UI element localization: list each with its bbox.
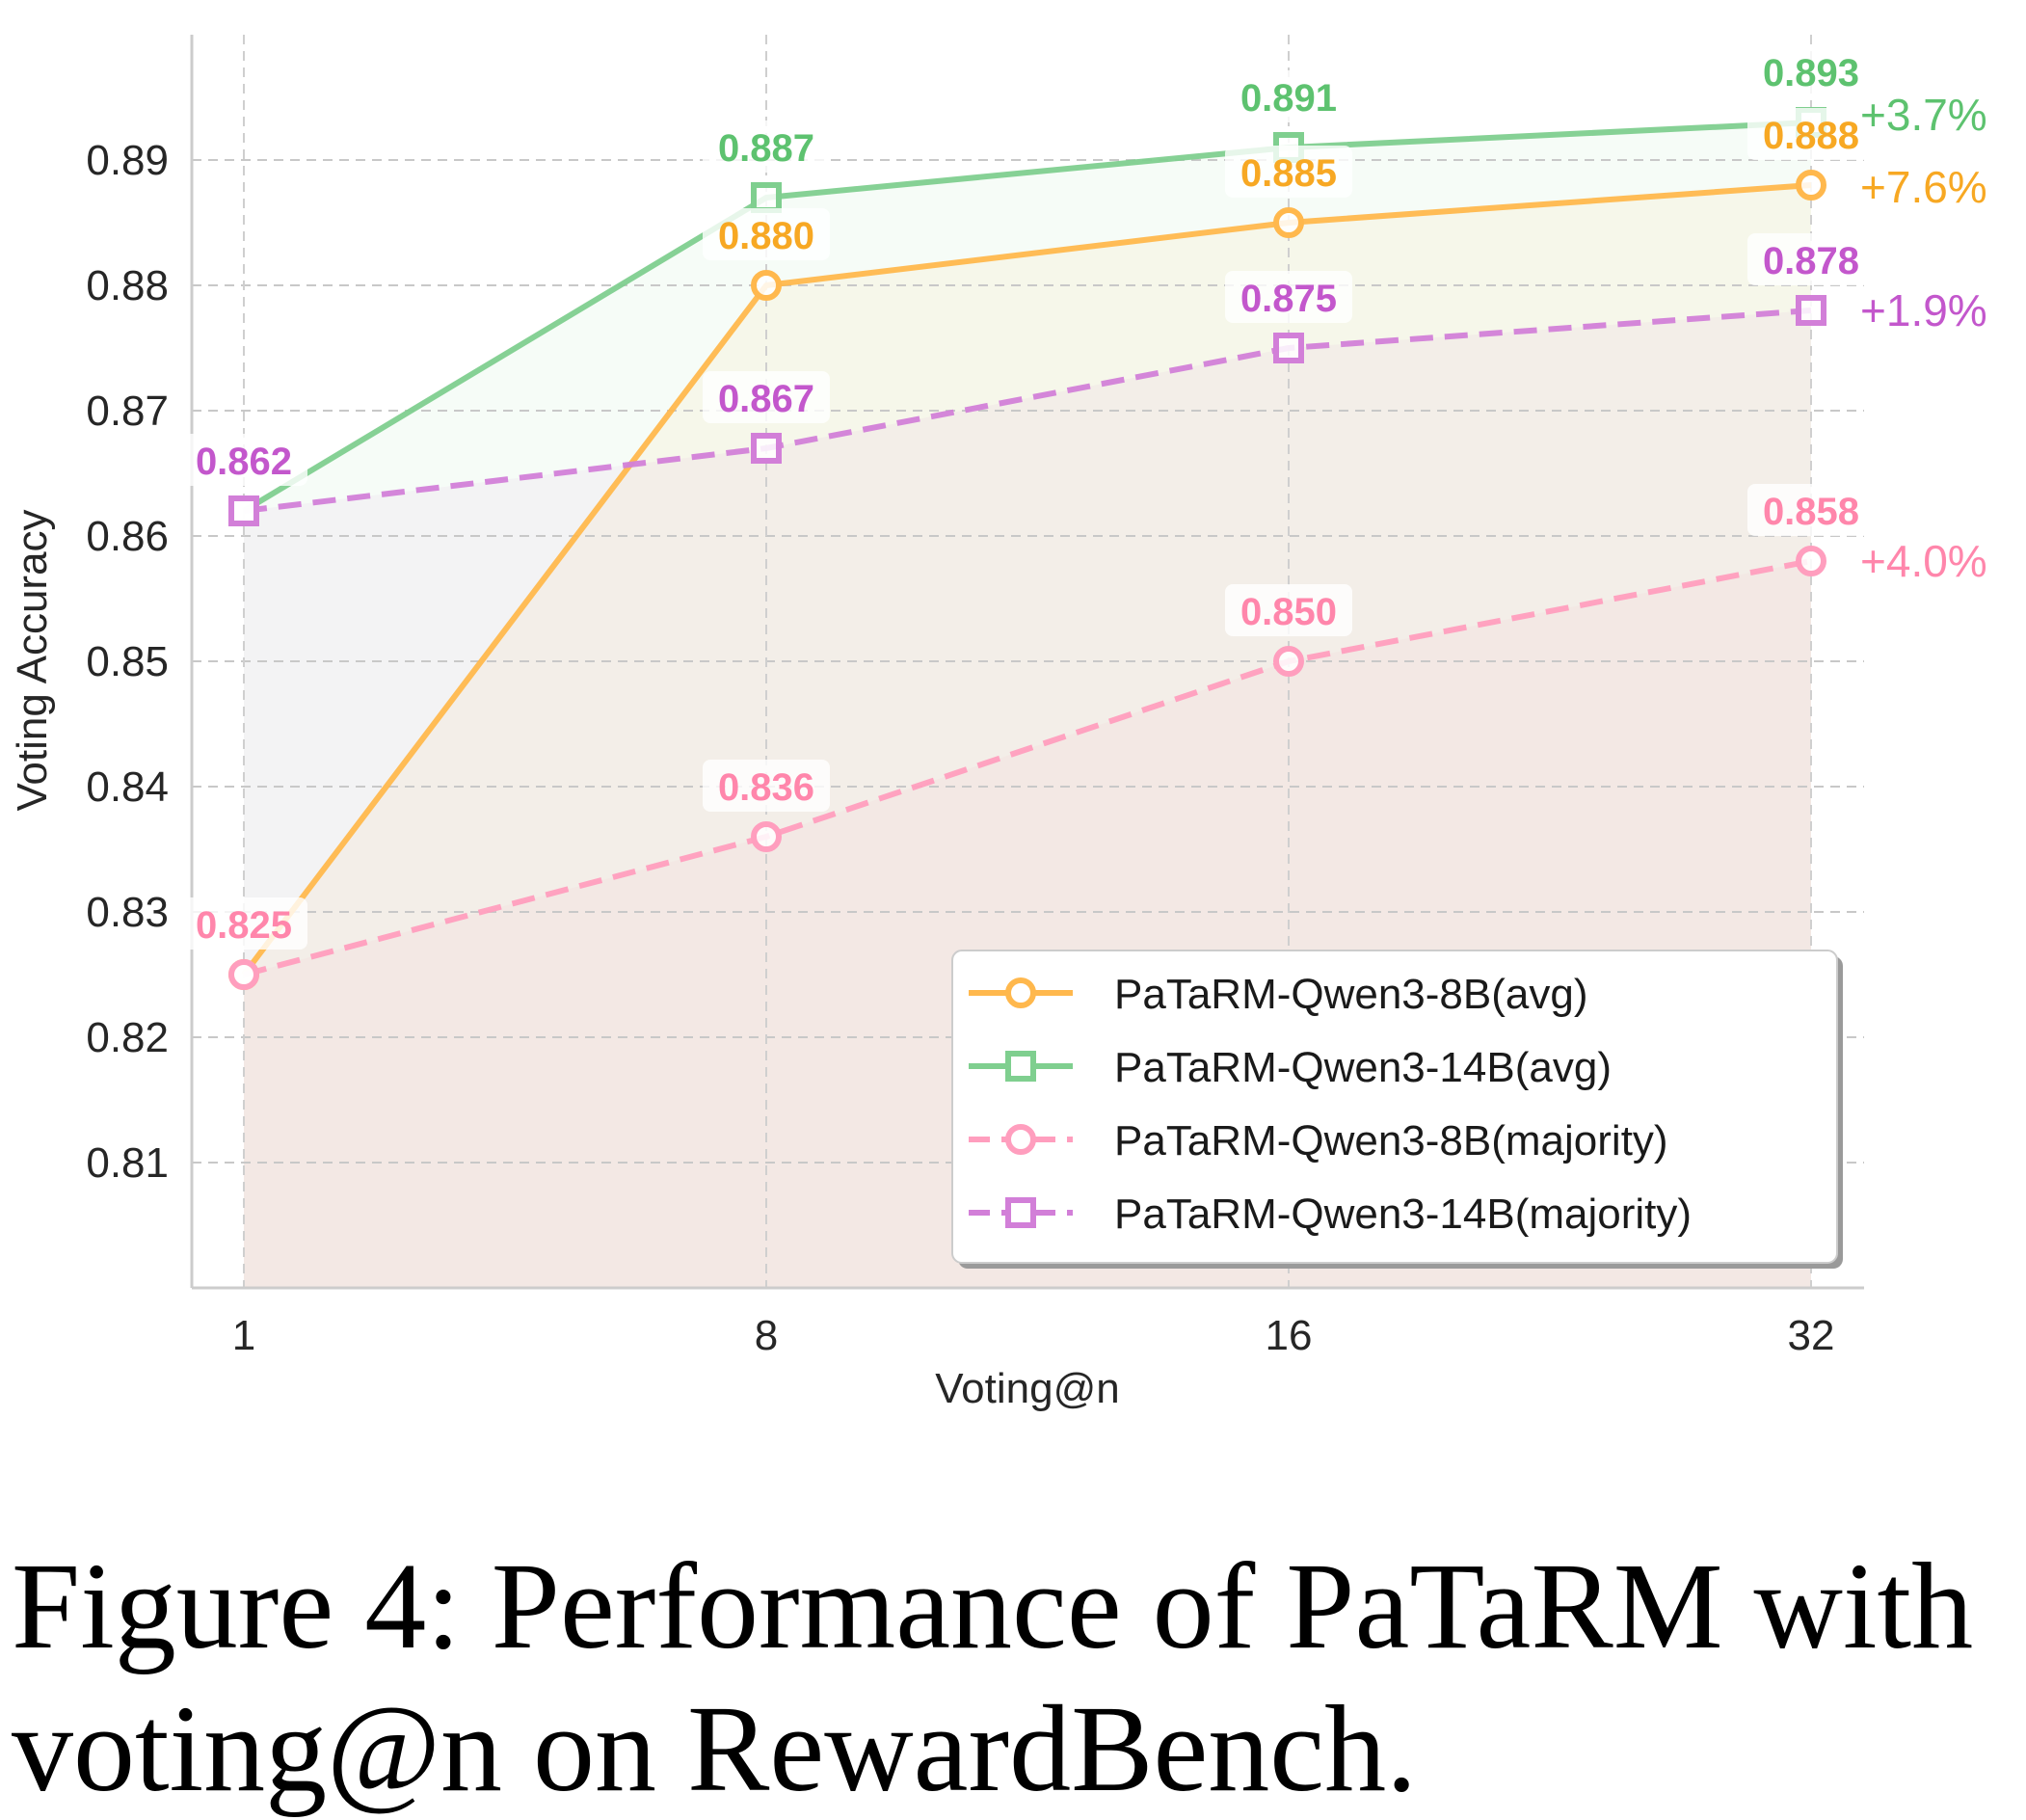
circle-marker (228, 959, 259, 990)
data-label-box (703, 208, 830, 260)
data-label-box (1747, 45, 1875, 97)
legend-circle-marker (1005, 977, 1036, 1008)
y-tick-label: 0.86 (86, 513, 169, 560)
y-tick-label: 0.87 (86, 388, 169, 435)
data-label-box (1747, 233, 1875, 285)
data-label-box (180, 897, 307, 950)
data-label: 0.862 (196, 441, 292, 483)
series-line (241, 182, 1812, 977)
legend-item: PaTaRM-Qwen3-14B(avg) (969, 1044, 1612, 1091)
y-tick-label: 0.82 (86, 1014, 169, 1061)
data-label: 0.891 (1240, 77, 1337, 120)
y-tick-label: 0.88 (86, 262, 169, 309)
y-tick-label: 0.81 (86, 1139, 169, 1187)
legend-square-marker (1005, 1051, 1036, 1082)
y-tick-label: 0.85 (86, 638, 169, 685)
circle-marker (1273, 207, 1304, 238)
square-marker (1273, 333, 1304, 363)
x-axis-title: Voting@n (935, 1365, 1119, 1412)
data-label-box (1747, 108, 1875, 160)
data-label: 0.878 (1763, 240, 1859, 282)
figure-caption-line-1: Figure 4: Performance of PaTaRM with (12, 1538, 1974, 1674)
data-label-box (703, 760, 830, 812)
data-label: 0.887 (718, 127, 814, 170)
circle-marker (1796, 546, 1826, 576)
legend-item: PaTaRM-Qwen3-14B(majority) (969, 1191, 1692, 1238)
data-label-box (180, 434, 307, 486)
legend-label: PaTaRM-Qwen3-14B(majority) (1114, 1191, 1692, 1238)
legend-label: PaTaRM-Qwen3-8B(avg) (1114, 971, 1588, 1018)
data-label: 0.836 (718, 766, 814, 809)
x-tick-label: 16 (1266, 1312, 1313, 1359)
series-line (242, 120, 1812, 514)
circle-marker (751, 270, 782, 301)
data-label-box (1225, 70, 1352, 122)
data-label-box (1225, 271, 1352, 323)
data-label-box (1225, 146, 1352, 198)
y-axis-title: Voting Accuracy (9, 509, 56, 811)
series-line (243, 558, 1812, 977)
y-tick-labels: 0.81 0.82 0.83 0.84 0.85 0.86 0.87 0.88 0.89 (86, 137, 169, 1187)
data-label: 0.885 (1240, 152, 1337, 195)
data-label: 0.850 (1240, 591, 1337, 633)
y-tick-label: 0.89 (86, 137, 169, 184)
data-labels: 0.880 0.885 0.888 0.887 0.891 0.893 0.825 0.836… (180, 45, 1875, 950)
square-marker (751, 433, 782, 464)
data-label: 0.875 (1240, 278, 1337, 320)
gain-label: +7.6% (1860, 162, 1987, 212)
x-tick-label: 1 (232, 1312, 255, 1359)
gain-label: +1.9% (1860, 285, 1987, 335)
legend-circle-marker (1005, 1124, 1036, 1155)
gain-labels: +7.6% +3.7% +4.0% +1.9% (1860, 90, 1987, 586)
data-label: 0.858 (1763, 491, 1859, 533)
data-label: 0.825 (196, 904, 292, 947)
legend-label: PaTaRM-Qwen3-8B(majority) (1114, 1117, 1668, 1164)
circle-marker (751, 821, 782, 852)
y-tick-label: 0.83 (86, 889, 169, 936)
data-label: 0.867 (718, 378, 814, 420)
x-tick-labels: 1 8 16 32 (232, 1312, 1835, 1359)
data-label-box (703, 371, 830, 423)
legend-square-marker (1005, 1197, 1036, 1228)
legend-item: PaTaRM-Qwen3-8B(majority) (969, 1117, 1668, 1164)
square-marker (1796, 295, 1826, 326)
data-label-box (703, 120, 830, 173)
series-line (243, 308, 1812, 514)
legend: PaTaRM-Qwen3-8B(avg) PaTaRM-Qwen3-14B(avg… (951, 950, 1843, 1269)
axes (190, 35, 1864, 1290)
data-label: 0.893 (1763, 52, 1859, 94)
legend-label: PaTaRM-Qwen3-14B(avg) (1114, 1044, 1612, 1091)
data-label-box (1225, 584, 1352, 636)
x-tick-label: 8 (755, 1312, 778, 1359)
gain-label: +3.7% (1860, 90, 1987, 140)
legend-item: PaTaRM-Qwen3-8B(avg) (969, 971, 1588, 1018)
gain-label: +4.0% (1860, 536, 1987, 586)
series-lines (241, 120, 1812, 977)
figure-caption-line-2: voting@n on RewardBench. (12, 1680, 1418, 1817)
data-label-box (1747, 484, 1875, 536)
circle-marker (1796, 170, 1826, 201)
circle-marker (1273, 646, 1304, 677)
x-tick-label: 32 (1788, 1312, 1835, 1359)
square-marker (228, 495, 259, 526)
data-label: 0.888 (1763, 115, 1859, 157)
data-label: 0.880 (718, 215, 814, 257)
y-tick-label: 0.84 (86, 763, 169, 811)
legend-box (951, 950, 1838, 1264)
square-marker (751, 182, 782, 213)
